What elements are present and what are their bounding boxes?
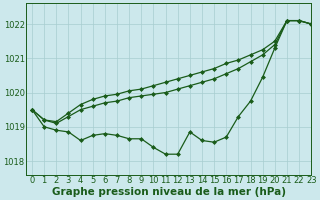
X-axis label: Graphe pression niveau de la mer (hPa): Graphe pression niveau de la mer (hPa) (52, 187, 286, 197)
